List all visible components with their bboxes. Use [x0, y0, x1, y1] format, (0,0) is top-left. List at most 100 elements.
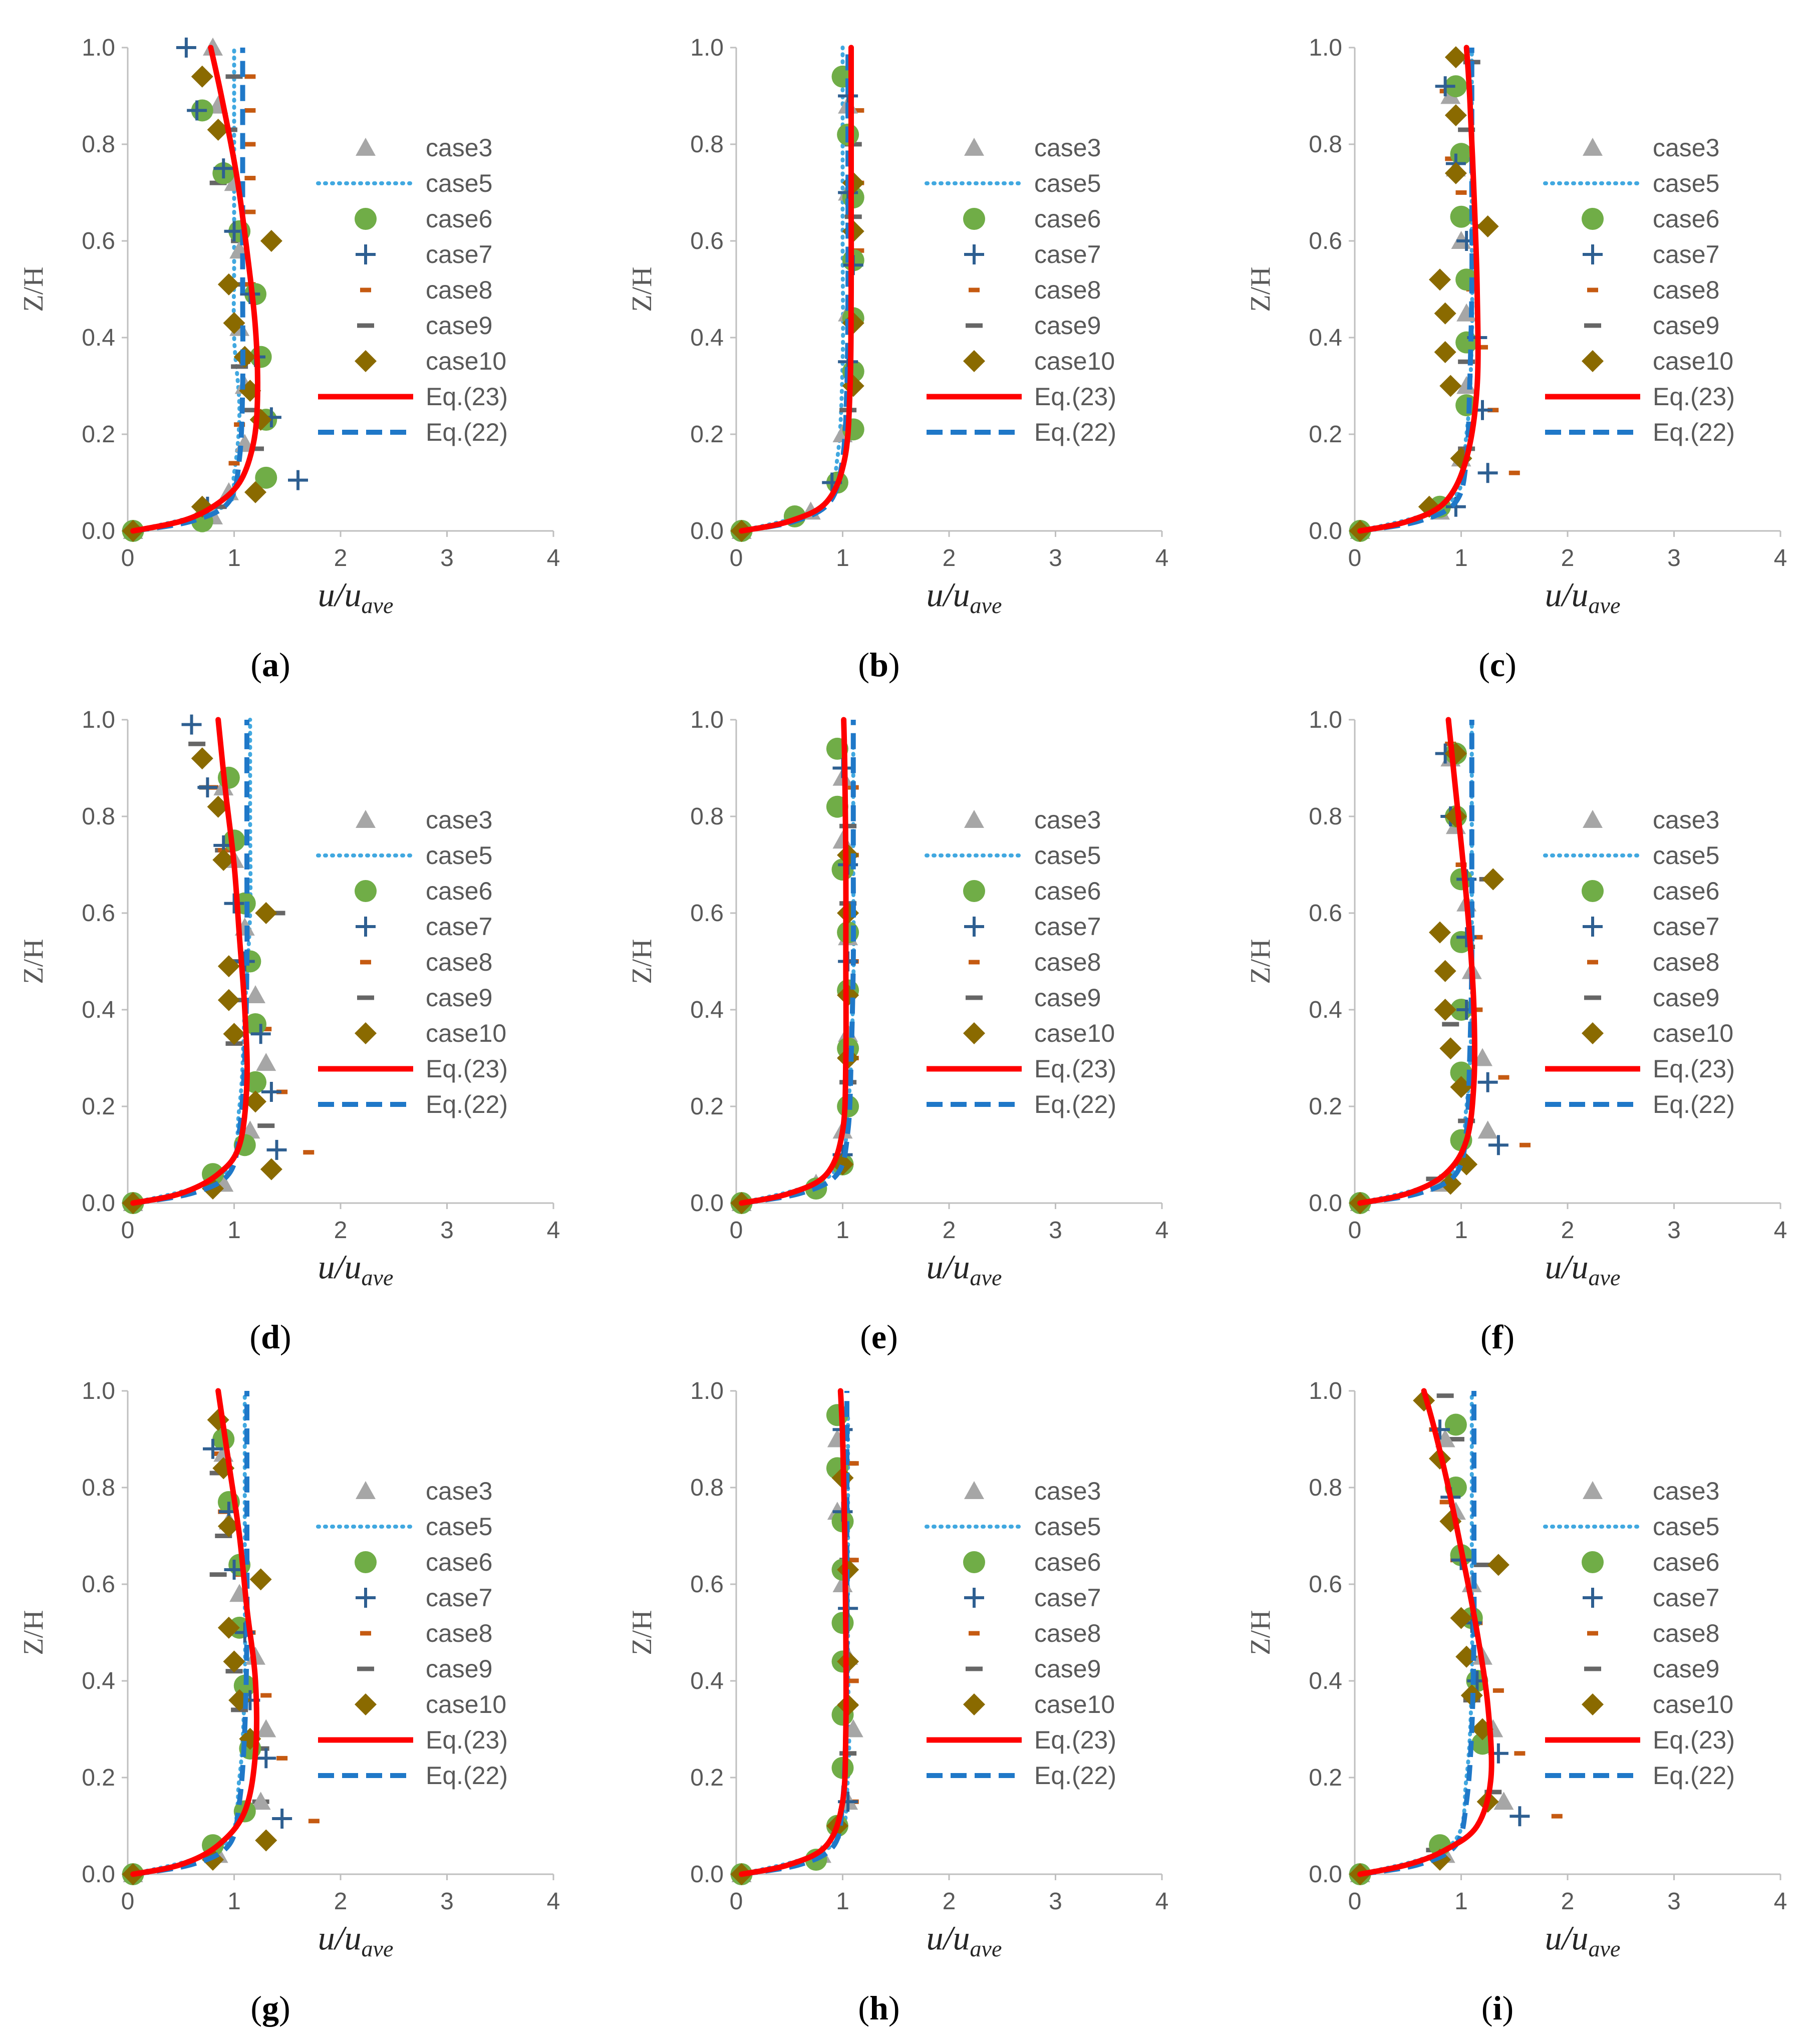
- x-tick-label: 2: [1561, 1888, 1575, 1915]
- legend-label: Eq.(22): [426, 1762, 508, 1790]
- case7-point: [288, 470, 308, 490]
- legend-item: Eq.(22): [927, 1090, 1116, 1118]
- case10-point: [260, 230, 282, 252]
- case8-point: [244, 108, 256, 113]
- legend-item: Eq.(22): [1545, 1090, 1735, 1118]
- series-eq22: [741, 48, 851, 533]
- case8-point: [244, 209, 256, 214]
- x-axis-label-main: u/u: [1545, 1919, 1589, 1957]
- case8-point: [1439, 1500, 1451, 1505]
- legend-label: case3: [1034, 134, 1101, 162]
- panel-label-open: (: [1478, 646, 1490, 684]
- x-tick-label: 0: [121, 1888, 135, 1915]
- series-eq23: [1357, 45, 1481, 534]
- case7-point: [1435, 76, 1455, 97]
- series-case6: [1349, 75, 1478, 542]
- legend-item: case5: [925, 1513, 1101, 1541]
- legend-item: case6: [1582, 877, 1719, 905]
- plot-area: [730, 45, 864, 542]
- legend-swatch: [355, 1551, 377, 1573]
- case9-point: [1458, 359, 1475, 364]
- legend-item: case8: [360, 276, 492, 304]
- chart-panel-g: 0.0 0.2 0.4 0.6 0.8 1.0 0 1 2 3 4 Z/H u/uave (g) case3…: [18, 1378, 560, 2027]
- case7-point: [261, 1082, 281, 1102]
- case10-point: [1434, 302, 1456, 325]
- legend-item: case6: [1582, 205, 1719, 233]
- legend-label: case3: [1653, 1477, 1719, 1505]
- panel-label-letter: a: [262, 646, 279, 684]
- chart-panel-h: 0.0 0.2 0.4 0.6 0.8 1.0 0 1 2 3 4 Z/H u/uave (h) case3…: [627, 1378, 1168, 2027]
- y-tick-label: 0.6: [690, 1571, 724, 1598]
- panel-label-close: ): [1503, 1318, 1515, 1356]
- case7-point: [250, 1024, 271, 1044]
- legend-item: case10: [355, 1690, 506, 1718]
- case8-point: [308, 1819, 320, 1824]
- panel-label-open: (: [860, 1318, 871, 1356]
- legend-swatch: [969, 960, 980, 965]
- legend-item: case9: [357, 1655, 492, 1683]
- case10-point: [217, 989, 240, 1011]
- legend-label: case5: [1653, 841, 1719, 869]
- case8-point: [276, 1756, 288, 1761]
- series-case7: [1350, 1419, 1530, 1884]
- legend-label: case8: [1653, 948, 1719, 976]
- eq22-curve: [132, 720, 250, 1206]
- legend-swatch: [356, 810, 376, 828]
- panel-label-letter: g: [262, 1989, 279, 2027]
- case5-curve: [1358, 1389, 1474, 1876]
- legend-item: case3: [964, 1477, 1101, 1505]
- x-tick-label: 3: [440, 545, 454, 571]
- legend-swatch: [1583, 810, 1603, 828]
- legend-swatch: [355, 1022, 377, 1044]
- legend-item: case5: [1543, 841, 1719, 869]
- panel-label-letter: f: [1492, 1318, 1504, 1356]
- legend-label: Eq.(22): [1653, 1090, 1735, 1118]
- legend-swatch: [964, 810, 984, 828]
- legend-label: Eq.(23): [1034, 1726, 1116, 1754]
- y-tick-label: 0.8: [1309, 803, 1342, 830]
- legend-item: case6: [1582, 1548, 1719, 1576]
- eq23-curve: [130, 45, 260, 534]
- case10-point: [212, 848, 235, 871]
- y-axis-label: Z/H: [18, 1610, 49, 1655]
- x-tick-label: 1: [227, 1217, 241, 1244]
- case7-point: [176, 38, 196, 58]
- legend-label: case7: [426, 1584, 492, 1612]
- y-axis-label: Z/H: [627, 1610, 658, 1655]
- case10-point: [1482, 868, 1504, 891]
- x-tick-label: 3: [1049, 1217, 1062, 1244]
- legend-label: Eq.(23): [1653, 1726, 1735, 1754]
- legend-item: case3: [356, 1477, 492, 1505]
- y-tick-label: 0.0: [82, 1861, 115, 1888]
- x-tick-label: 2: [334, 1217, 348, 1244]
- y-axis-label: Z/H: [18, 939, 49, 984]
- case9-point: [1484, 1790, 1502, 1795]
- legend-item: case7: [1583, 240, 1719, 268]
- case7-point: [1477, 1072, 1498, 1092]
- case6-point: [1444, 1413, 1467, 1436]
- eq23-curve: [739, 45, 854, 534]
- y-tick-label: 1.0: [690, 1378, 724, 1404]
- y-tick-label: 0.0: [690, 1861, 724, 1888]
- legend-label: Eq.(22): [1653, 1762, 1735, 1790]
- series-case8: [1439, 89, 1520, 475]
- legend-swatch: [964, 244, 984, 264]
- legend-label: case9: [1034, 984, 1101, 1012]
- panel-label-close: ): [1502, 1989, 1514, 2027]
- legend-item: case9: [1584, 1655, 1719, 1683]
- legend-swatch: [964, 138, 984, 156]
- y-tick-label: 0.4: [690, 325, 724, 351]
- eq23-curve: [739, 717, 849, 1206]
- y-axis-label: Z/H: [1245, 939, 1276, 984]
- eq23-curve: [130, 717, 250, 1206]
- x-axis-label-subscript: ave: [970, 1936, 1002, 1961]
- legend-label: Eq.(22): [1034, 1762, 1116, 1790]
- legend-label: case7: [1034, 240, 1101, 268]
- legend: case3 case5 case6 case7 case8 case9 case10 Eq.(…: [316, 1477, 508, 1790]
- x-tick-label: 4: [1155, 1888, 1169, 1915]
- x-tick-label: 3: [440, 1888, 454, 1915]
- case8-point: [260, 1027, 272, 1032]
- case8-point: [244, 74, 256, 79]
- y-tick-label: 0.2: [82, 1093, 115, 1120]
- legend-item: case10: [963, 347, 1115, 375]
